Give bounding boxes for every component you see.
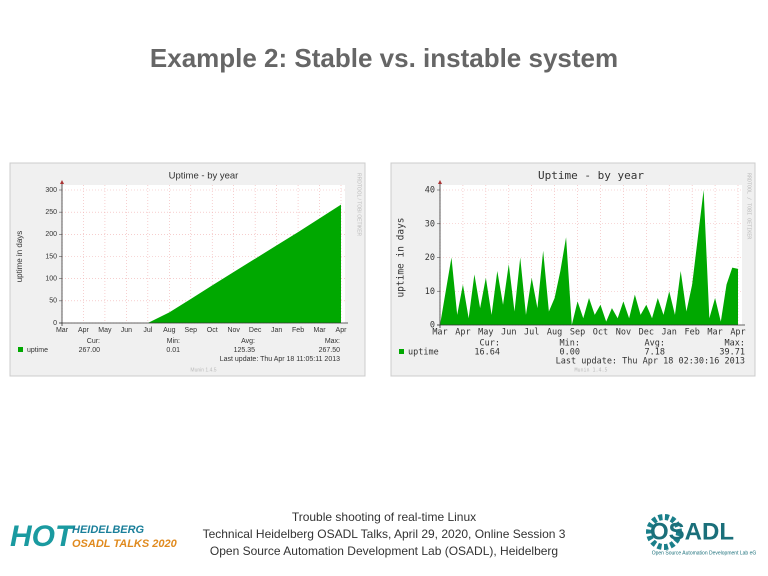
last-update: Last update: Thu Apr 18 02:30:16 2013 <box>556 357 745 367</box>
footer-line: Open Source Automation Development Lab (… <box>210 544 558 558</box>
y-tick-label: 20 <box>425 253 435 263</box>
version: Munin 1.4.5 <box>574 368 607 374</box>
footer-line: Trouble shooting of real-time Linux <box>292 510 476 524</box>
x-tick-label: Apr <box>730 328 745 338</box>
last-update: Last update: Thu Apr 18 11:05:11 2013 <box>220 356 340 363</box>
x-tick-label: Dec <box>639 328 654 338</box>
logo-big: HOT <box>10 520 76 553</box>
area <box>62 204 341 323</box>
y-tick-label: 50 <box>49 298 57 305</box>
logo-big: OSADL <box>650 518 734 545</box>
area <box>440 190 738 325</box>
x-tick-label: Jan <box>662 328 677 338</box>
stat-value: 0.00 <box>560 348 580 358</box>
x-tick-label: Dec <box>249 327 262 334</box>
logo-line: HEIDELBERG <box>72 524 145 536</box>
stat-label: Max: <box>725 339 745 349</box>
x-tick-label: Feb <box>292 327 304 334</box>
legend-swatch <box>18 347 23 352</box>
x-tick-label: Aug <box>547 328 562 338</box>
axis-arrow <box>60 180 64 184</box>
version: Munin 1.4.5 <box>190 367 216 373</box>
x-tick-label: Jul <box>143 327 152 334</box>
y-tick-label: 150 <box>45 253 57 260</box>
x-tick-label: Aug <box>163 327 176 334</box>
y-tick-label: 0 <box>53 320 57 327</box>
x-tick-label: Mar <box>432 328 447 338</box>
y-tick-label: 30 <box>425 219 435 229</box>
y-tick-label: 200 <box>45 231 57 238</box>
stat-label: Max: <box>325 338 340 345</box>
watermark: RRDTOOL / TOBI OETIKER <box>356 173 362 237</box>
x-tick-label: Feb <box>684 328 699 338</box>
y-axis-label: uptime in days <box>396 217 407 297</box>
chart-title: Uptime - by year <box>169 171 239 182</box>
stat-label: Cur: <box>480 339 500 349</box>
y-tick-label: 100 <box>45 276 57 283</box>
x-tick-label: May <box>478 328 493 338</box>
x-tick-label: Mar <box>707 328 722 338</box>
x-tick-label: May <box>98 327 112 334</box>
x-tick-label: Apr <box>78 327 90 334</box>
stat-value: 125.35 <box>234 347 256 354</box>
x-tick-label: Jun <box>501 328 516 338</box>
y-tick-label: 250 <box>45 209 57 216</box>
logo-left: HOT HEIDELBERG OSADL TALKS 2020 <box>10 520 178 553</box>
stat-value: 267.00 <box>79 347 101 354</box>
x-tick-label: Nov <box>227 327 240 334</box>
logo-line: OSADL TALKS 2020 <box>72 538 178 550</box>
stat-label: Cur: <box>87 338 100 345</box>
y-tick-label: 10 <box>425 287 435 297</box>
legend-label: uptime <box>408 348 439 358</box>
stat-value: 0.01 <box>166 347 180 354</box>
x-tick-label: Jun <box>121 327 132 334</box>
x-tick-label: Apr <box>336 327 348 334</box>
stat-value: 267.50 <box>319 347 341 354</box>
x-tick-label: Sep <box>185 327 198 334</box>
stat-value: 16.64 <box>474 348 500 358</box>
x-tick-label: Nov <box>616 328 631 338</box>
legend-swatch <box>399 349 404 354</box>
x-tick-label: Mar <box>314 327 327 334</box>
legend-label: uptime <box>27 347 48 354</box>
stat-label: Avg: <box>645 339 665 349</box>
logo-right: OSADL Open Source Automation Development… <box>646 514 757 556</box>
y-tick-label: 0 <box>430 321 435 331</box>
stat-value: 39.71 <box>719 348 745 358</box>
footer-line: Technical Heidelberg OSADL Talks, April … <box>203 527 566 541</box>
chart-title: Uptime - by year <box>538 169 644 182</box>
x-tick-label: Oct <box>593 328 608 338</box>
stat-label: Min: <box>167 338 180 345</box>
x-tick-label: Apr <box>455 328 470 338</box>
x-tick-label: Sep <box>570 328 585 338</box>
y-axis-label: uptime in days <box>15 231 24 283</box>
stat-label: Min: <box>560 339 580 349</box>
logo-gear <box>646 514 682 550</box>
x-tick-label: Jul <box>524 328 539 338</box>
x-tick-label: Oct <box>207 327 218 334</box>
axis-arrow <box>438 180 442 184</box>
watermark: RRDTOOL / TOBI OETIKER <box>746 173 752 240</box>
slide-title: Example 2: Stable vs. instable system <box>150 43 618 73</box>
y-tick-label: 40 <box>425 186 435 196</box>
y-tick-label: 300 <box>45 187 57 194</box>
stat-value: 7.18 <box>645 348 665 358</box>
stat-label: Avg: <box>241 338 255 345</box>
x-tick-label: Mar <box>56 327 69 334</box>
logo-small: Open Source Automation Development Lab e… <box>652 550 757 556</box>
x-tick-label: Jan <box>271 327 282 334</box>
